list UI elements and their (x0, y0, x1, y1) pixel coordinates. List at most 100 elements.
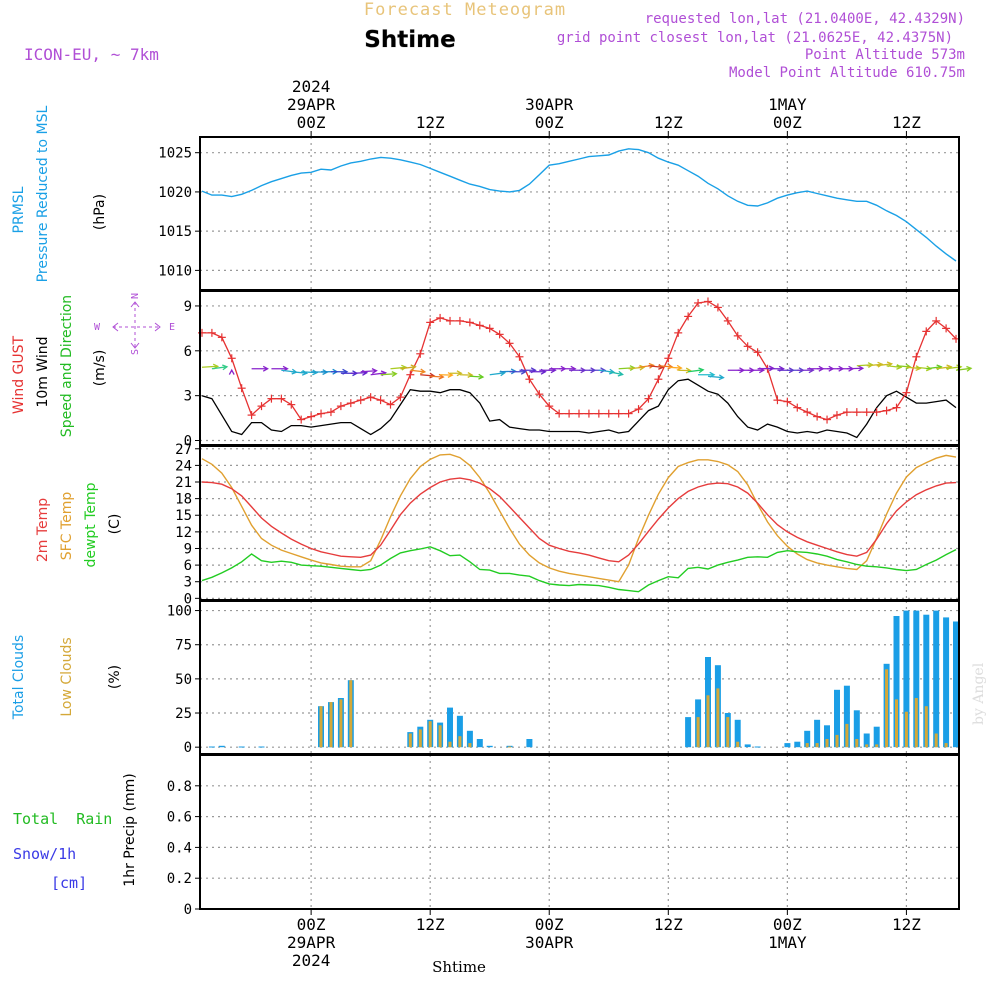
low-cloud-bar (339, 699, 343, 748)
gust-marker (882, 406, 891, 415)
gust-marker (773, 396, 782, 405)
top-tick-label: 00Z (773, 113, 802, 132)
low-cloud-bar (914, 698, 918, 748)
wind-arrow (440, 372, 454, 378)
low-cloud-bar (835, 734, 839, 748)
total-cloud-bar (923, 614, 930, 748)
temperature-ytick-label: 21 (175, 475, 192, 491)
pressure-unit: (hPa) (92, 194, 108, 230)
total-cloud-bar (258, 746, 265, 748)
gust-marker (912, 352, 921, 361)
gust-marker (426, 318, 435, 327)
low-cloud-bar (468, 743, 472, 748)
gust-marker (396, 393, 405, 402)
gust-marker (872, 408, 881, 417)
bottom-tick-label: 00Z (535, 915, 564, 934)
low-cloud-bar (716, 688, 720, 748)
gust-marker (783, 397, 792, 406)
location-title: Shtime (364, 27, 455, 53)
low-cloud-bar (508, 746, 512, 748)
total-cloud-bar (486, 745, 493, 748)
total-cloud-bar (933, 610, 940, 748)
pressure-ytick-label: 1010 (158, 263, 192, 279)
compass-arrows-icon (112, 301, 161, 349)
gust-marker (614, 409, 623, 418)
low-cloud-bar (448, 741, 452, 748)
precipitation-ytick-label: 0.6 (167, 810, 192, 826)
top-tick-label: 12Z (654, 113, 683, 132)
total-cloud-bar (754, 746, 761, 748)
total-cloud-bar (834, 689, 840, 748)
total-cloud-bar (943, 617, 950, 748)
gust-marker (297, 415, 306, 424)
gust-marker (674, 328, 683, 337)
gust-marker (842, 408, 851, 417)
pressure-panel: 1010 1015 1020 1025 (158, 137, 959, 290)
gust-marker (743, 342, 752, 351)
gust-marker (525, 375, 534, 384)
wind-arrow (450, 370, 463, 377)
grid-point: grid point closest lon,lat (21.0625E, 42… (557, 30, 953, 46)
wind-unit: (m/s) (92, 350, 108, 387)
low-cloud-bar (904, 711, 908, 748)
wind-ytick-label: 3 (184, 389, 192, 405)
pressure-frame (199, 136, 960, 291)
temperature-ytick-label: 24 (175, 458, 192, 474)
total-cloud-bar (843, 685, 850, 748)
wind-arrow (846, 365, 865, 372)
gust-marker (406, 370, 415, 379)
compass-north: N (130, 293, 141, 299)
low-cloud-bar (865, 744, 869, 748)
gust-marker (733, 331, 742, 340)
precip-label-1: Total Rain (13, 810, 112, 828)
wind-arrow (301, 369, 319, 376)
wind-gust-line (202, 300, 957, 421)
low-cloud-bar (696, 717, 700, 748)
cloud-label-1: Total Clouds (11, 635, 27, 720)
total-cloud-bar (685, 717, 692, 748)
top-date-label: 29APR (287, 95, 336, 114)
precipitation-ytick-label: 0.8 (167, 779, 192, 795)
wind-frame (199, 290, 960, 446)
low-cloud-bar (349, 680, 353, 748)
temperature-frame (199, 445, 960, 601)
clouds-panel: 0 25 50 75 100 (167, 601, 959, 756)
total-cloud-bar (784, 743, 791, 748)
top-tick-label: 00Z (297, 113, 326, 132)
temp-label-2: SFC Temp (59, 492, 75, 561)
pressure-label-2: Pressure Reduced to MSL (35, 105, 51, 282)
clouds-ytick-label: 75 (175, 638, 192, 654)
gust-marker (475, 321, 484, 330)
wind-arrow (678, 367, 692, 374)
point-altitude: Point Altitude 573m (805, 47, 965, 63)
precip-label-3: [cm] (51, 874, 87, 892)
gust-marker (217, 333, 226, 342)
cloud-labels: Total Clouds Low Clouds (%) (11, 635, 123, 720)
wind-ytick-label: 6 (184, 344, 192, 360)
gust-marker (832, 411, 841, 420)
bottom-tick-label: 12Z (892, 915, 921, 934)
clouds-ytick-label: 25 (175, 706, 192, 722)
prmsl-line (201, 148, 957, 262)
gust-marker (565, 409, 574, 418)
gust-marker (664, 354, 673, 363)
top-tick-label: 00Z (535, 113, 564, 132)
wind-arrow (228, 368, 235, 375)
clouds-ytick-label: 50 (175, 672, 192, 688)
wind-arrow (251, 365, 269, 372)
low-cloud-bar (706, 695, 710, 748)
total-cloud-bar (804, 730, 811, 748)
temperature-labels: 2m Temp SFC Temp dewpt Temp (C) (35, 482, 123, 567)
bottom-tick-label: 12Z (654, 915, 683, 934)
bottom-year-label: 2024 (292, 951, 331, 970)
wind-arrow (390, 364, 408, 371)
wind-panel: 0 3 6 9 (184, 291, 973, 450)
gust-marker (366, 393, 375, 402)
clouds-ytick-label: 100 (167, 604, 192, 620)
gust-marker (416, 349, 425, 358)
gust-marker (803, 408, 812, 417)
temp-2m-line (201, 477, 957, 563)
